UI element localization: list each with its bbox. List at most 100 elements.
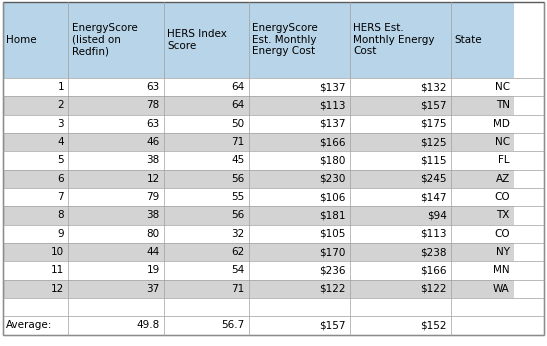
Bar — [3, 206, 68, 225]
Bar — [249, 78, 350, 96]
Bar — [68, 2, 164, 78]
Text: 78: 78 — [147, 100, 160, 110]
Bar — [350, 151, 451, 170]
Text: 62: 62 — [231, 247, 245, 257]
Text: 38: 38 — [147, 155, 160, 165]
Bar — [249, 280, 350, 298]
Text: $166: $166 — [421, 265, 447, 275]
Bar — [451, 96, 514, 115]
Bar — [164, 96, 249, 115]
Text: 12: 12 — [51, 284, 64, 294]
Bar — [451, 115, 514, 133]
Bar — [350, 261, 451, 280]
Bar — [68, 96, 164, 115]
Bar — [249, 96, 350, 115]
Text: 63: 63 — [147, 119, 160, 129]
Text: WA: WA — [493, 284, 510, 294]
Bar — [3, 170, 68, 188]
Text: $152: $152 — [421, 320, 447, 330]
Text: 71: 71 — [231, 137, 245, 147]
Text: $230: $230 — [319, 174, 346, 184]
Text: NC: NC — [494, 137, 510, 147]
Bar — [68, 133, 164, 151]
Text: $113: $113 — [421, 229, 447, 239]
Bar — [164, 170, 249, 188]
Bar — [3, 96, 68, 115]
Text: $147: $147 — [421, 192, 447, 202]
Bar — [249, 115, 350, 133]
Text: NC: NC — [494, 82, 510, 92]
Bar — [3, 133, 68, 151]
Text: 44: 44 — [147, 247, 160, 257]
Bar — [68, 115, 164, 133]
Text: 79: 79 — [147, 192, 160, 202]
Bar — [249, 316, 350, 335]
Text: $106: $106 — [319, 192, 346, 202]
Text: Home: Home — [6, 35, 37, 45]
Text: Average:: Average: — [6, 320, 53, 330]
Bar — [68, 298, 164, 316]
Text: 3: 3 — [57, 119, 64, 129]
Bar — [164, 243, 249, 261]
Bar — [68, 188, 164, 206]
Bar — [451, 298, 514, 316]
Bar — [3, 115, 68, 133]
Bar — [451, 316, 514, 335]
Text: 49.8: 49.8 — [136, 320, 160, 330]
Bar — [3, 151, 68, 170]
Bar — [68, 206, 164, 225]
Bar — [249, 298, 350, 316]
Text: MN: MN — [493, 265, 510, 275]
Bar — [350, 78, 451, 96]
Bar — [68, 225, 164, 243]
Bar — [164, 151, 249, 170]
Text: 64: 64 — [231, 82, 245, 92]
Bar — [249, 188, 350, 206]
Text: HERS Index
Score: HERS Index Score — [167, 29, 227, 51]
Bar — [350, 115, 451, 133]
Bar — [68, 243, 164, 261]
Text: $122: $122 — [421, 284, 447, 294]
Text: 32: 32 — [231, 229, 245, 239]
Bar — [249, 261, 350, 280]
Text: $122: $122 — [319, 284, 346, 294]
Text: 56: 56 — [231, 174, 245, 184]
Bar — [249, 2, 350, 78]
Bar — [350, 188, 451, 206]
Bar — [451, 188, 514, 206]
Bar — [68, 280, 164, 298]
Bar — [350, 280, 451, 298]
Bar — [68, 78, 164, 96]
Bar — [350, 96, 451, 115]
Text: 56: 56 — [231, 210, 245, 220]
Text: $137: $137 — [319, 119, 346, 129]
Bar — [451, 261, 514, 280]
Text: 7: 7 — [57, 192, 64, 202]
Text: 46: 46 — [147, 137, 160, 147]
Text: 8: 8 — [57, 210, 64, 220]
Text: $166: $166 — [319, 137, 346, 147]
Text: FL: FL — [498, 155, 510, 165]
Bar — [249, 133, 350, 151]
Text: $157: $157 — [421, 100, 447, 110]
Text: 50: 50 — [231, 119, 245, 129]
Bar — [249, 170, 350, 188]
Bar — [3, 225, 68, 243]
Bar — [68, 151, 164, 170]
Bar — [164, 298, 249, 316]
Bar — [3, 280, 68, 298]
Bar — [164, 206, 249, 225]
Text: 9: 9 — [57, 229, 64, 239]
Text: 11: 11 — [51, 265, 64, 275]
Bar — [3, 243, 68, 261]
Text: EnergyScore
Est. Monthly
Energy Cost: EnergyScore Est. Monthly Energy Cost — [252, 23, 318, 56]
Text: HERS Est.
Monthly Energy
Cost: HERS Est. Monthly Energy Cost — [353, 23, 435, 56]
Text: $94: $94 — [427, 210, 447, 220]
Text: $115: $115 — [421, 155, 447, 165]
Bar — [164, 316, 249, 335]
Text: $125: $125 — [421, 137, 447, 147]
Text: MD: MD — [493, 119, 510, 129]
Text: $105: $105 — [319, 229, 346, 239]
Bar — [3, 298, 68, 316]
Text: $113: $113 — [319, 100, 346, 110]
